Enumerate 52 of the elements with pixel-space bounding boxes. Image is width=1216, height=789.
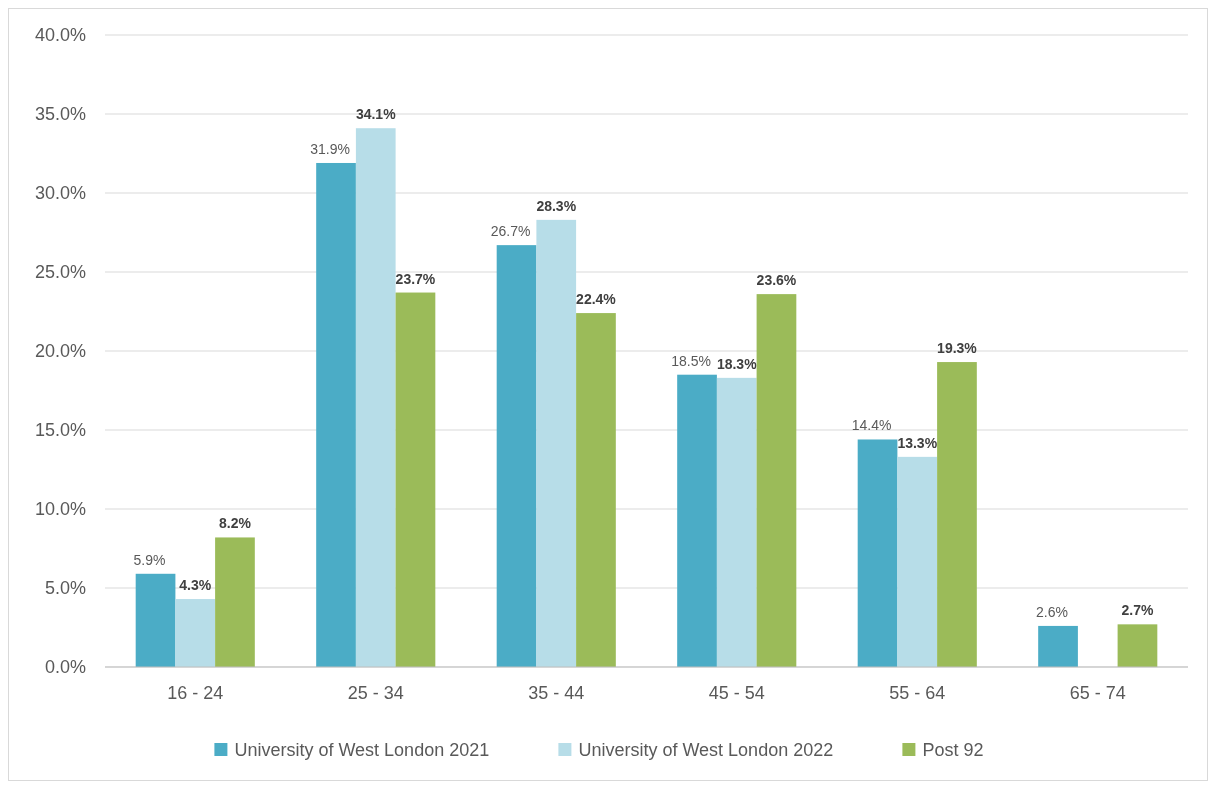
- x-tick-label: 25 - 34: [347, 683, 404, 703]
- y-tick-label: 25.0%: [34, 262, 86, 283]
- y-tick-label: 10.0%: [34, 499, 86, 520]
- bar: [316, 162, 356, 667]
- data-label: 26.7%: [490, 223, 531, 240]
- data-label: 31.9%: [310, 140, 350, 157]
- data-label: 23.6%: [756, 272, 797, 289]
- y-tick-label: 40.0%: [34, 25, 86, 46]
- bar: [1038, 625, 1078, 667]
- data-label: 28.3%: [536, 197, 577, 214]
- data-label: 5.9%: [133, 551, 166, 568]
- data-label: 22.4%: [576, 291, 617, 308]
- x-tick-label: 65 - 74: [1069, 683, 1126, 703]
- bar: [215, 537, 255, 667]
- legend-label: University of West London 2022: [578, 740, 834, 761]
- bar: [937, 362, 977, 667]
- data-label: 2.6%: [1036, 603, 1068, 620]
- bar: [716, 377, 757, 667]
- bar: [1117, 624, 1158, 667]
- y-tick-label: 15.0%: [34, 420, 86, 441]
- data-label: 8.2%: [219, 515, 252, 532]
- y-tick-label: 20.0%: [34, 341, 86, 362]
- y-tick-label: 0.0%: [44, 657, 86, 678]
- legend-label: Post 92: [922, 740, 984, 761]
- x-tick-label: 55 - 64: [889, 683, 946, 703]
- bar: [677, 374, 717, 667]
- data-label: 4.3%: [179, 577, 212, 594]
- bar: [576, 313, 616, 667]
- data-label: 34.1%: [355, 106, 397, 123]
- data-label: 18.5%: [671, 352, 711, 369]
- bar: [536, 219, 577, 667]
- data-label: 19.3%: [937, 340, 978, 357]
- data-label: 2.7%: [1121, 602, 1154, 619]
- bar: [857, 439, 898, 667]
- y-tick-label: 35.0%: [34, 104, 86, 125]
- bar: [395, 292, 436, 667]
- bar: [175, 599, 216, 667]
- data-label: 23.7%: [395, 270, 436, 287]
- bar: [496, 245, 537, 667]
- x-tick-label: 35 - 44: [528, 683, 585, 703]
- legend-label: University of West London 2021: [234, 740, 490, 761]
- x-tick-label: 45 - 54: [708, 683, 765, 703]
- y-tick-label: 30.0%: [34, 183, 86, 204]
- y-tick-label: 5.0%: [44, 578, 86, 599]
- bar: [756, 294, 797, 667]
- bar: [135, 573, 176, 667]
- bar: [897, 456, 938, 667]
- data-label: 14.4%: [851, 417, 892, 434]
- data-label: 18.3%: [716, 355, 758, 372]
- bar: [355, 128, 396, 667]
- x-tick-label: 16 - 24: [167, 683, 224, 703]
- data-label: 13.3%: [897, 434, 938, 451]
